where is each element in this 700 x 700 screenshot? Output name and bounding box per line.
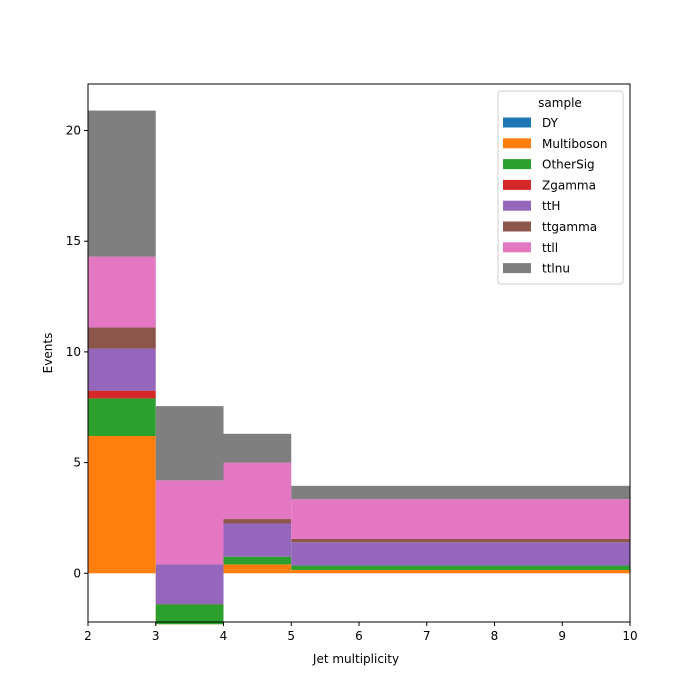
bar-tth-bin-3 <box>291 542 630 566</box>
y-tick-label: 15 <box>66 234 81 248</box>
legend-label-zgamma: Zgamma <box>542 178 596 192</box>
y-tick-label: 0 <box>73 566 81 580</box>
bar-zgamma-bin-0 <box>88 390 156 399</box>
bar-multiboson-bin-2 <box>223 564 292 574</box>
bar-ttgamma-bin-3 <box>291 538 630 543</box>
bar-multiboson-bin-0 <box>88 436 156 574</box>
bar-tth-bin-2 <box>223 523 292 557</box>
legend-label-tth: ttH <box>542 199 560 213</box>
bar-ttlnu-bin-3 <box>291 485 630 500</box>
legend-label-multiboson: Multiboson <box>542 137 608 151</box>
y-tick-label: 20 <box>66 123 81 137</box>
x-tick-label: 7 <box>423 629 431 643</box>
legend-label-ttgamma: ttgamma <box>542 220 597 234</box>
legend-swatch-zgamma <box>503 179 531 190</box>
legend-label-ttll: ttll <box>542 241 558 255</box>
bar-tth-bin-0 <box>88 348 156 391</box>
bar-ttll-bin-3 <box>291 499 630 539</box>
bar-tth-bin-1 <box>155 564 224 605</box>
bar-ttlnu-bin-2 <box>223 433 292 463</box>
x-tick-label: 10 <box>622 629 637 643</box>
y-axis-label: Events <box>41 333 55 374</box>
x-axis-label: Jet multiplicity <box>312 652 399 666</box>
legend-swatch-ttgamma <box>503 221 531 232</box>
bar-ttlnu-bin-1 <box>155 406 224 481</box>
x-tick-label: 9 <box>558 629 566 643</box>
x-axis-ticks: 2 3 4 5 6 7 8 9 10 <box>84 622 638 643</box>
bar-othersig-bin-1 <box>155 604 224 625</box>
y-tick-label: 5 <box>73 456 81 470</box>
legend: sample DY Multiboson OtherSig Zgamma ttH ttga… <box>497 90 624 285</box>
x-tick-label: 5 <box>287 629 295 643</box>
x-tick-label: 3 <box>152 629 160 643</box>
y-tick-label: 10 <box>66 345 81 359</box>
bar-othersig-bin-0 <box>88 398 156 437</box>
x-tick-label: 4 <box>220 629 228 643</box>
bar-ttll-bin-1 <box>155 480 224 565</box>
bar-ttgamma-bin-0 <box>88 327 156 349</box>
legend-swatch-multiboson <box>503 138 531 149</box>
bar-ttll-bin-0 <box>88 256 156 328</box>
bar-multiboson-bin-3 <box>291 569 630 574</box>
bars-layer <box>88 110 630 625</box>
legend-label-ttlnu: ttlnu <box>542 262 570 276</box>
legend-swatch-ttlnu <box>503 263 531 274</box>
bar-ttgamma-bin-2 <box>223 519 292 524</box>
bar-ttlnu-bin-0 <box>88 110 156 257</box>
x-tick-label: 8 <box>491 629 499 643</box>
y-axis-ticks: 0 5 10 15 20 <box>66 123 88 580</box>
legend-entries: DY Multiboson OtherSig Zgamma ttH ttgamma ttll… <box>503 116 608 276</box>
bar-ttll-bin-2 <box>223 462 292 520</box>
x-tick-label: 6 <box>355 629 363 643</box>
legend-swatch-tth <box>503 200 531 211</box>
bar-othersig-bin-2 <box>223 556 292 565</box>
legend-swatch-dy <box>503 117 531 128</box>
legend-swatch-othersig <box>503 159 531 170</box>
bar-othersig-bin-3 <box>291 565 630 570</box>
x-tick-label: 2 <box>84 629 92 643</box>
legend-title: sample <box>538 96 582 110</box>
legend-label-othersig: OtherSig <box>542 158 595 172</box>
legend-swatch-ttll <box>503 242 531 253</box>
legend-label-dy: DY <box>542 116 559 130</box>
